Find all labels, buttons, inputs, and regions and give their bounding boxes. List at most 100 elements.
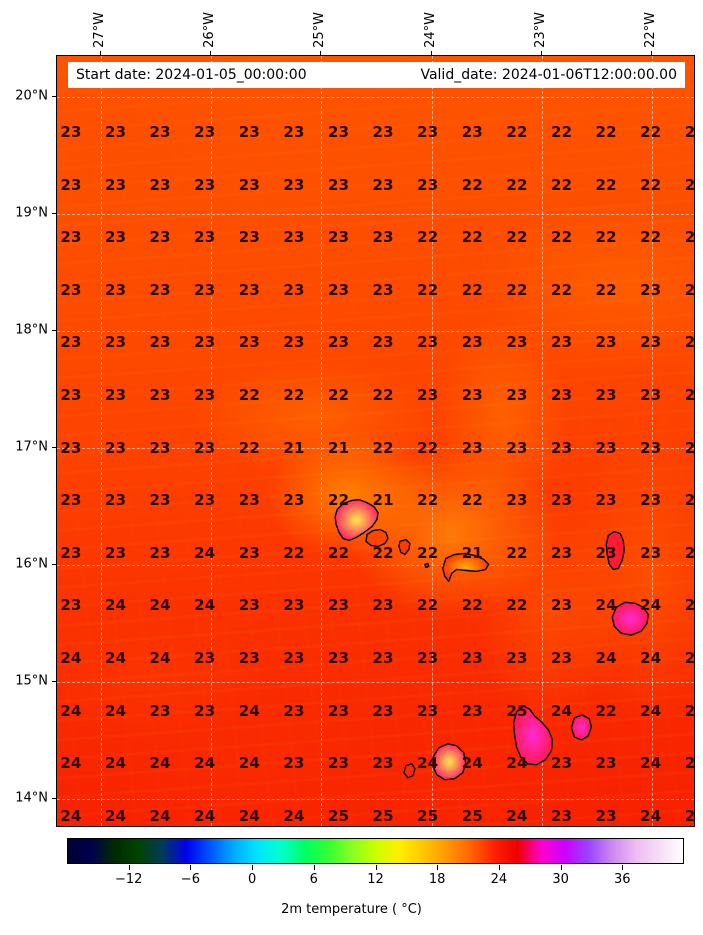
temperature-value: 23	[104, 175, 127, 194]
temperature-value: 23	[506, 333, 528, 352]
temperature-value: 22	[461, 228, 484, 247]
temperature-value: 24	[506, 806, 528, 825]
contour-banding-horizontal	[57, 56, 694, 826]
temperature-value: 23	[283, 280, 305, 299]
temperature-value: 24	[238, 754, 261, 773]
temperature-value: 23	[149, 386, 171, 404]
colorbar-tick-label: −12	[114, 872, 143, 887]
temperature-value: 22	[283, 386, 305, 404]
temperature-value: 23	[149, 438, 171, 457]
temperature-value: 23	[684, 333, 695, 352]
longitude-tick-mark	[430, 51, 432, 55]
temperature-value: 23	[461, 386, 484, 404]
longitude-tick-mark	[320, 51, 322, 55]
temperature-value: 23	[60, 386, 82, 404]
longitude-tick-mark	[650, 51, 652, 55]
temperature-value: 23	[506, 491, 528, 510]
temperature-value: 24	[640, 754, 662, 773]
temperature-value: 24	[640, 596, 662, 615]
temperature-value: 24	[60, 806, 82, 825]
temperature-value: 23	[327, 754, 350, 773]
island-fogo	[432, 743, 467, 781]
temperature-value: 23	[550, 543, 573, 562]
latitude-tick-mark	[52, 446, 56, 448]
temperature-value: 21	[372, 491, 394, 510]
temperature-value: 24	[461, 754, 484, 773]
latitude-tick-mark	[52, 329, 56, 331]
colorbar-tick-label: 0	[247, 872, 257, 887]
temperature-value: 24	[149, 806, 171, 825]
temperature-value: 23	[60, 596, 82, 615]
longitude-tick-mark	[210, 51, 212, 55]
temperature-value: 23	[283, 754, 305, 773]
temperature-value: 22	[327, 491, 350, 510]
temperature-value: 24	[238, 701, 261, 720]
temperature-value: 23	[104, 543, 127, 562]
island-maio	[570, 714, 593, 741]
temperature-value: 24	[684, 596, 695, 615]
temperature-value: 22	[327, 543, 350, 562]
temperature-value: 23	[327, 649, 350, 667]
island-coastlines	[334, 498, 649, 781]
temperature-value: 23	[372, 649, 394, 667]
temperature-value: 22	[506, 123, 528, 141]
colorbar-tick-mark	[190, 865, 192, 870]
temperature-value: 23	[327, 596, 350, 615]
latitude-tick-mark	[52, 212, 56, 214]
temperature-value: 23	[149, 701, 171, 720]
temperature-value: 23	[238, 228, 261, 247]
temperature-value: 24	[149, 649, 171, 667]
temperature-value: 23	[104, 438, 127, 457]
temperature-value: 23	[640, 438, 662, 457]
temperature-value: 23	[238, 543, 261, 562]
latitude-tick-label: 15°N	[15, 673, 48, 689]
temperature-value: 23	[506, 438, 528, 457]
temperature-value: 23	[372, 754, 394, 773]
longitude-tick-label: 27°W	[92, 12, 108, 48]
temperature-value: 24	[684, 806, 695, 825]
temperature-value: 23	[372, 280, 394, 299]
temperature-field	[57, 56, 694, 826]
temperature-value: 23	[149, 491, 171, 510]
temperature-value: 23	[194, 280, 216, 299]
temperature-value: 24	[550, 701, 573, 720]
gridline-longitude	[211, 56, 213, 826]
temperature-value: 23	[640, 491, 662, 510]
temperature-value: 23	[104, 280, 127, 299]
temperature-value: 23	[595, 543, 617, 562]
temperature-value: 23	[283, 491, 305, 510]
temperature-value: 23	[238, 175, 261, 194]
longitude-tick-label: 25°W	[312, 12, 328, 48]
temperature-value: 24	[194, 806, 216, 825]
temperature-value: 24	[684, 754, 695, 773]
temperature-value: 25	[461, 806, 484, 825]
gridline-longitude	[651, 56, 653, 826]
temperature-value: 24	[194, 596, 216, 615]
temperature-value: 23	[238, 123, 261, 141]
temperature-value: 23	[327, 701, 350, 720]
temperature-value: 23	[372, 596, 394, 615]
colorbar-tick-mark	[498, 865, 500, 870]
temperature-value: 23	[60, 543, 82, 562]
temperature-value: 23	[60, 280, 82, 299]
longitude-tick-label: 24°W	[422, 12, 438, 48]
temperature-value: 22	[506, 175, 528, 194]
colorbar-tick-mark	[560, 865, 562, 870]
temperature-value: 21	[283, 438, 305, 457]
colorbar-gradient	[68, 839, 683, 863]
temperature-value: 23	[104, 386, 127, 404]
temperature-value: 23	[640, 333, 662, 352]
colorbar-tick-label: 12	[367, 872, 384, 887]
temperature-value: 23	[372, 701, 394, 720]
temperature-value: 23	[194, 386, 216, 404]
temperature-value: 23	[149, 333, 171, 352]
gridline-latitude	[57, 681, 694, 683]
temperature-value: 24	[684, 543, 695, 562]
temperature-value: 23	[461, 123, 484, 141]
colorbar	[67, 838, 684, 864]
latitude-tick-label: 14°N	[15, 790, 48, 806]
temperature-value: 24	[149, 596, 171, 615]
temperature-value: 22	[550, 175, 573, 194]
temperature-value: 22	[684, 228, 695, 247]
temperature-value: 22	[684, 123, 695, 141]
